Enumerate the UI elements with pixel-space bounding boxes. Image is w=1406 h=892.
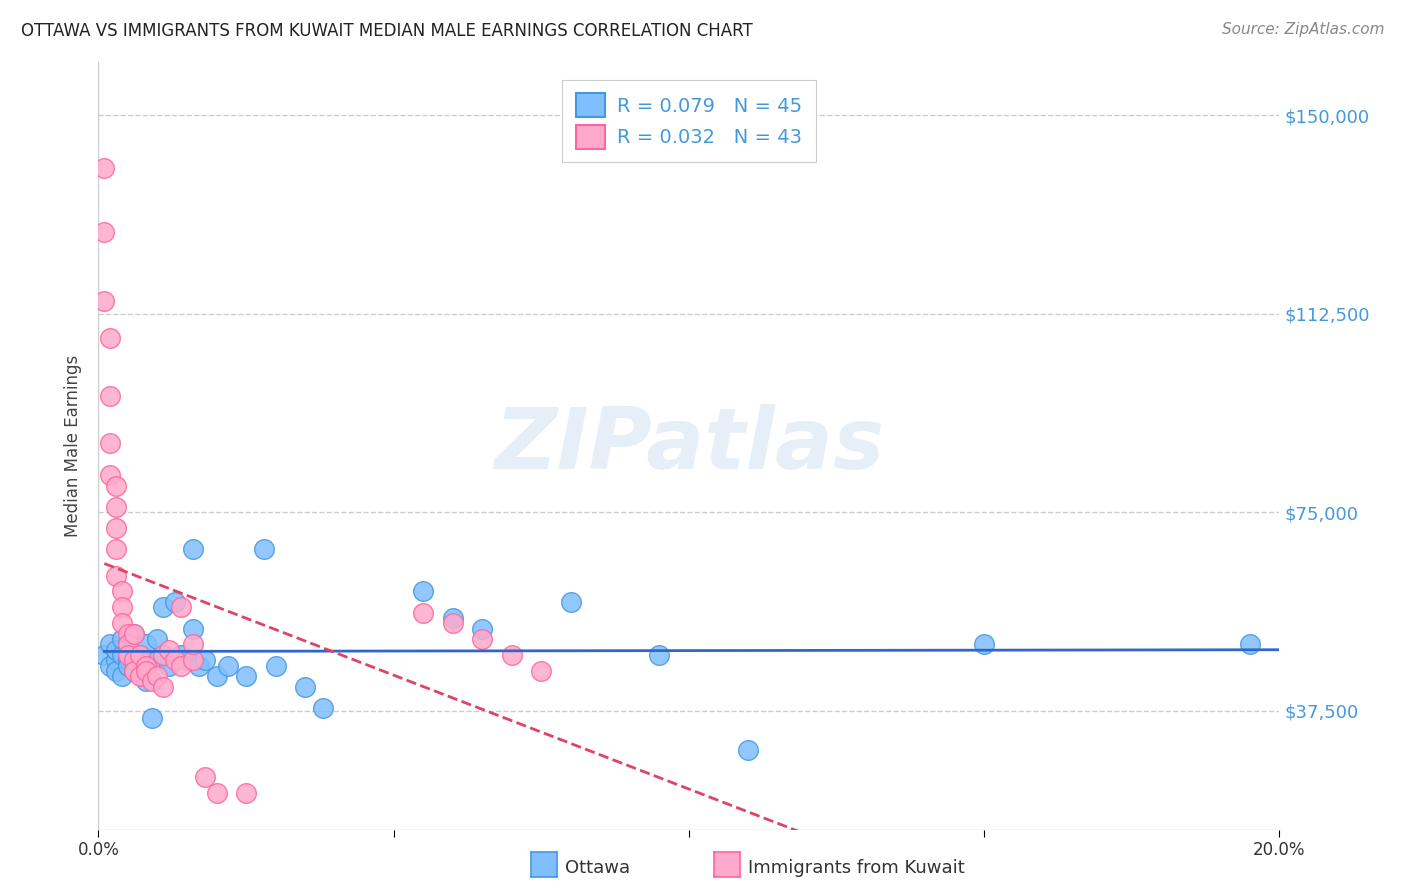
Point [141,674,163,689]
Point [135,664,157,678]
Point [105,521,128,535]
Point [122,653,145,667]
Point [157,642,180,657]
Point [157,658,180,673]
Point [501,648,523,662]
Point [111,600,134,615]
Point [412,606,434,620]
Point [560,595,582,609]
Point [117,648,139,662]
Point [170,600,193,615]
Point [217,658,239,673]
Point [648,648,671,662]
Point [412,584,434,599]
Point [135,637,157,651]
Point [264,658,287,673]
Point [146,669,169,683]
Point [441,611,464,625]
Point [128,669,150,683]
Point [111,616,134,631]
Text: Ottawa: Ottawa [565,859,630,877]
Point [98,468,121,483]
Point [165,595,187,609]
Point [105,642,128,657]
Point [98,330,121,344]
Point [98,658,121,673]
Point [128,648,150,662]
Point [973,637,995,651]
Point [176,653,198,667]
Text: ZIPatlas: ZIPatlas [494,404,884,488]
Point [105,500,128,514]
Point [105,653,128,667]
Point [146,632,169,646]
Point [105,542,128,557]
Point [170,658,193,673]
Point [105,478,128,492]
Point [205,669,228,683]
Point [146,653,169,667]
Point [135,674,157,689]
Legend: R = 0.079   N = 45, R = 0.032   N = 43: R = 0.079 N = 45, R = 0.032 N = 43 [562,79,815,162]
Point [253,542,276,557]
Point [152,600,174,615]
Point [105,568,128,582]
Point [294,680,316,694]
Point [1239,637,1261,651]
Point [312,701,335,715]
Point [93,225,115,239]
Point [105,664,128,678]
Point [122,664,145,678]
Point [187,658,209,673]
Point [117,653,139,667]
Point [181,637,204,651]
Point [128,653,150,667]
Point [122,627,145,641]
Point [471,622,494,636]
Point [152,680,174,694]
Point [205,785,228,799]
Point [152,648,174,662]
Point [471,632,494,646]
Point [111,584,134,599]
Point [122,627,145,641]
Point [441,616,464,631]
Point [98,389,121,403]
Point [170,648,193,662]
Point [117,637,139,651]
Point [122,664,145,678]
Point [117,637,139,651]
Point [111,669,134,683]
Point [98,436,121,450]
Point [235,669,257,683]
Point [194,770,217,784]
Point [111,648,134,662]
Point [135,658,157,673]
Point [530,664,553,678]
Point [165,653,187,667]
Point [194,653,217,667]
Text: Source: ZipAtlas.com: Source: ZipAtlas.com [1222,22,1385,37]
Point [98,637,121,651]
Text: OTTAWA VS IMMIGRANTS FROM KUWAIT MEDIAN MALE EARNINGS CORRELATION CHART: OTTAWA VS IMMIGRANTS FROM KUWAIT MEDIAN … [21,22,752,40]
Point [128,648,150,662]
Point [117,627,139,641]
Point [181,542,204,557]
Point [111,632,134,646]
Point [117,658,139,673]
Text: Immigrants from Kuwait: Immigrants from Kuwait [748,859,965,877]
Point [141,711,163,725]
Point [181,653,204,667]
Point [235,785,257,799]
Point [93,293,115,308]
Y-axis label: Median Male Earnings: Median Male Earnings [65,355,83,537]
Point [93,161,115,176]
Point [93,648,115,662]
Point [737,743,759,757]
Point [181,622,204,636]
